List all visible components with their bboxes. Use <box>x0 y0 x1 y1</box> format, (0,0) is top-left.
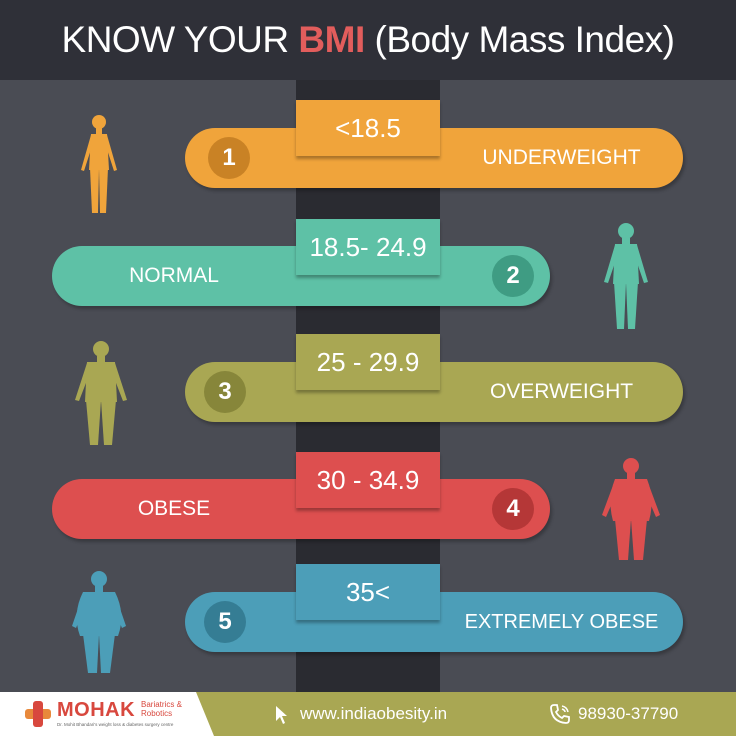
bmi-range: 25 - 29.9 <box>296 334 440 390</box>
category-label: EXTREMELY OBESE <box>440 592 683 652</box>
human-figure-icon <box>598 220 654 332</box>
phone-icon <box>549 703 571 725</box>
phone-number[interactable]: 98930-37790 <box>578 704 678 724</box>
category-number: 4 <box>492 488 534 530</box>
human-figure-icon <box>73 112 125 216</box>
page-title: KNOW YOUR BMI (Body Mass Index) <box>0 0 736 80</box>
brand-name: MOHAK <box>57 699 135 722</box>
category-label: UNDERWEIGHT <box>440 128 683 188</box>
bmi-range: 30 - 34.9 <box>296 452 440 508</box>
bmi-range: 35< <box>296 564 440 620</box>
category-label: NORMAL <box>52 246 296 306</box>
bmi-range: <18.5 <box>296 100 440 156</box>
medical-cross-icon <box>24 700 52 728</box>
category-number: 5 <box>204 601 246 643</box>
human-figure-icon <box>70 338 132 448</box>
brand-subtitle: Dr. Mohit Bhandari's weight loss & diabe… <box>57 722 207 727</box>
title-suffix: (Body Mass Index) <box>365 19 675 60</box>
category-label: OBESE <box>52 479 296 539</box>
cursor-icon <box>275 705 289 725</box>
category-number: 1 <box>208 137 250 179</box>
title-text: KNOW YOUR <box>62 19 299 60</box>
human-figure-icon <box>70 568 128 676</box>
title-accent: BMI <box>298 19 364 60</box>
human-figure-icon <box>597 455 665 563</box>
category-label: OVERWEIGHT <box>440 362 683 422</box>
bmi-range: 18.5- 24.9 <box>296 219 440 275</box>
category-number: 3 <box>204 371 246 413</box>
brand-tagline: Bariatrics & Robotics <box>141 700 201 718</box>
category-number: 2 <box>492 255 534 297</box>
website-link[interactable]: www.indiaobesity.in <box>300 704 447 724</box>
